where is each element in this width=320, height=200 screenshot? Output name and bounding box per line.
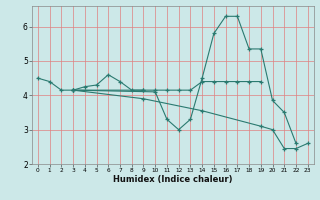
X-axis label: Humidex (Indice chaleur): Humidex (Indice chaleur): [113, 175, 233, 184]
